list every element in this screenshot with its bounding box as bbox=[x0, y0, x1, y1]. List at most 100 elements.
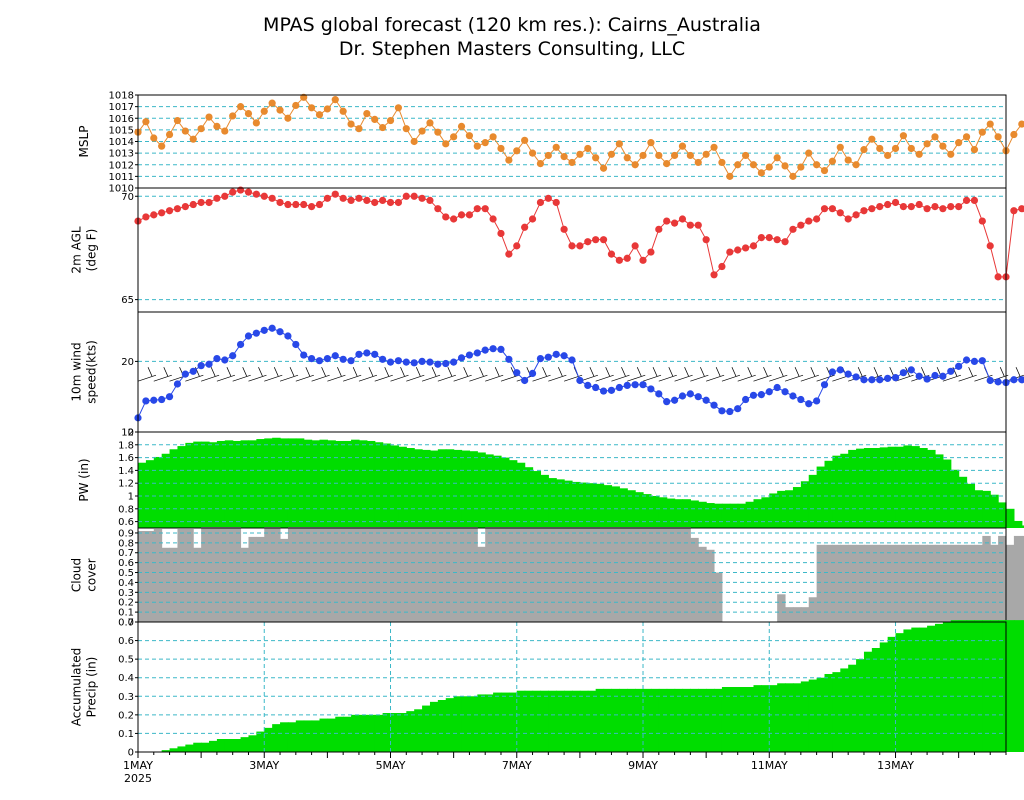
cloud-bar bbox=[619, 527, 628, 622]
temp-point bbox=[308, 203, 316, 211]
cloud-bar bbox=[398, 527, 407, 622]
mslp-point bbox=[536, 159, 545, 168]
wind-point bbox=[718, 407, 726, 415]
cloud-bar bbox=[201, 527, 210, 622]
wind-barb-flag bbox=[700, 367, 705, 377]
wind-point bbox=[891, 374, 900, 382]
cloud-bar bbox=[603, 527, 612, 622]
temp-point bbox=[315, 200, 324, 209]
y-tick-label: 0.9 bbox=[118, 528, 134, 539]
temp-point bbox=[773, 236, 781, 244]
wind-point bbox=[339, 355, 347, 363]
chart-title: MPAS global forecast (120 km res.): Cair… bbox=[263, 14, 761, 36]
x-tick-label: 5MAY bbox=[376, 759, 406, 772]
wind-point bbox=[418, 357, 426, 366]
precip-bar bbox=[950, 620, 960, 752]
pw-bar bbox=[477, 452, 486, 528]
pw-bar bbox=[698, 501, 707, 528]
wind-barb-flag bbox=[1015, 367, 1021, 377]
cloud-bar bbox=[958, 544, 968, 622]
y-tick-label: 0.2 bbox=[118, 598, 134, 609]
wind-barb-flag bbox=[810, 367, 816, 377]
cloud-bar bbox=[848, 544, 857, 622]
wind-barb-flag bbox=[479, 367, 484, 377]
temp-point bbox=[465, 211, 474, 219]
pw-bar bbox=[248, 440, 257, 528]
cloud-bar bbox=[477, 546, 486, 622]
y-tick-label: 1013 bbox=[109, 149, 134, 160]
temp-point bbox=[442, 213, 450, 221]
wind-point bbox=[497, 345, 505, 354]
wind-point bbox=[789, 392, 797, 400]
y-axis-label: Precip (in) bbox=[85, 657, 99, 718]
wind-point bbox=[142, 397, 150, 405]
wind-point bbox=[379, 355, 387, 363]
cloud-bar bbox=[445, 527, 455, 622]
precip-bar bbox=[666, 688, 676, 752]
wind-barb bbox=[800, 374, 819, 382]
mslp-point bbox=[702, 150, 710, 158]
cloud-bar bbox=[548, 527, 557, 622]
y-axis-label: PW (in) bbox=[77, 458, 91, 501]
temp-point bbox=[513, 242, 521, 250]
mslp-point bbox=[521, 136, 529, 144]
temp-point bbox=[536, 198, 545, 207]
precip-bar bbox=[974, 620, 983, 752]
cloud-bar bbox=[303, 527, 313, 622]
mslp-point bbox=[631, 161, 639, 169]
panel-temp: 65 70 2m AGL (deg F) bbox=[70, 186, 1024, 313]
wind-barb-flag bbox=[731, 367, 737, 377]
pw-bar bbox=[216, 440, 226, 528]
wind-point bbox=[860, 376, 868, 384]
cloud-bar bbox=[950, 544, 960, 622]
precip-bar bbox=[745, 687, 755, 752]
precip-bar bbox=[753, 685, 762, 752]
y-tick-label: 1015 bbox=[109, 125, 134, 136]
cloud-bar bbox=[414, 527, 423, 622]
precip-bar bbox=[469, 696, 478, 752]
mslp-point bbox=[473, 142, 481, 150]
panel-pw: 0.6 0.81 1.2 1.4 1.6 1.82 PW (in) bbox=[77, 428, 1024, 529]
temp-point bbox=[568, 242, 576, 250]
wind-point bbox=[923, 375, 931, 383]
mslp-point bbox=[615, 140, 623, 148]
mslp-point bbox=[158, 142, 166, 150]
temp-point bbox=[371, 198, 379, 207]
wind-barb bbox=[769, 374, 788, 382]
temp-point bbox=[260, 192, 268, 200]
pw-bar bbox=[1013, 520, 1023, 528]
pw-bar bbox=[374, 442, 384, 528]
wind-point bbox=[536, 354, 545, 363]
temp-point bbox=[955, 203, 963, 211]
pw-bar bbox=[153, 456, 163, 528]
precip-bar bbox=[524, 690, 534, 752]
mslp-point bbox=[418, 127, 426, 135]
cloud-bar bbox=[295, 527, 305, 622]
mslp-point bbox=[552, 143, 560, 151]
precip-bar bbox=[958, 620, 968, 752]
cloud-bar bbox=[856, 544, 865, 622]
wind-point bbox=[568, 356, 576, 364]
temp-point bbox=[158, 209, 166, 217]
pw-bar bbox=[209, 442, 218, 528]
wind-point bbox=[426, 358, 434, 366]
temp-point bbox=[473, 205, 481, 213]
mslp-point bbox=[1010, 130, 1018, 139]
wind-point bbox=[355, 350, 363, 358]
mslp-point bbox=[931, 133, 939, 141]
wind-point bbox=[481, 346, 489, 354]
temp-point bbox=[813, 215, 821, 223]
wind-barb-flag bbox=[431, 367, 437, 377]
temp-point bbox=[418, 194, 426, 202]
mslp-point bbox=[379, 123, 387, 132]
precip-bar bbox=[232, 739, 242, 752]
temp-point bbox=[189, 200, 197, 209]
mslp-point bbox=[986, 120, 994, 128]
wind-barb-flag bbox=[195, 367, 200, 377]
temp-point bbox=[860, 207, 868, 215]
pw-bar bbox=[879, 447, 889, 528]
mslp-point bbox=[505, 156, 513, 164]
wind-point bbox=[197, 362, 205, 370]
